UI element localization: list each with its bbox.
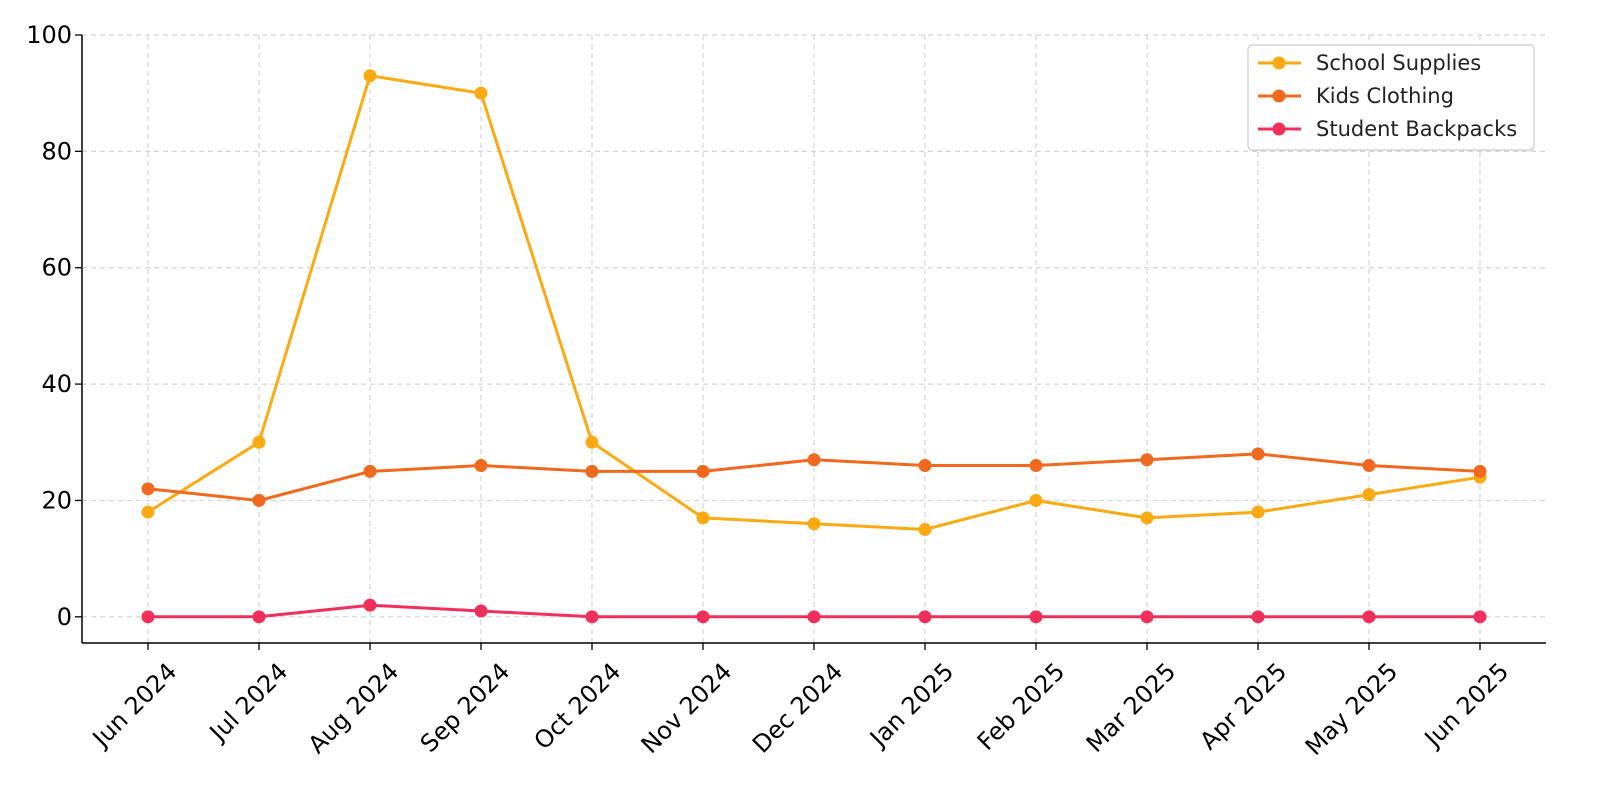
x-tick-label: Mar 2025	[1081, 657, 1181, 757]
data-point	[696, 610, 710, 624]
data-point	[1251, 447, 1265, 461]
data-point	[1029, 459, 1043, 473]
series-student-backpacks	[141, 598, 1487, 624]
legend-item: School Supplies	[1258, 51, 1481, 75]
data-point	[474, 86, 488, 100]
x-tick-label: Sep 2024	[415, 657, 515, 757]
data-point	[585, 464, 599, 478]
data-point	[1362, 488, 1376, 502]
data-point	[1140, 453, 1154, 467]
data-point	[1362, 610, 1376, 624]
legend-label: School Supplies	[1316, 51, 1481, 75]
data-point	[1029, 610, 1043, 624]
legend-marker	[1272, 56, 1286, 70]
y-tick-label: 80	[41, 137, 72, 165]
data-point	[252, 610, 266, 624]
series-lines	[141, 69, 1487, 624]
legend-marker	[1272, 89, 1286, 103]
x-tick-label: Jun 2025	[1418, 657, 1514, 753]
legend-label: Kids Clothing	[1316, 84, 1454, 108]
legend-box	[1247, 44, 1535, 151]
x-tick-label: Jul 2024	[203, 657, 293, 747]
data-point	[1362, 459, 1376, 473]
x-tick-label: Feb 2025	[972, 657, 1070, 755]
x-tick-label: Dec 2024	[747, 657, 848, 758]
data-point	[807, 453, 821, 467]
x-tick-label: Oct 2024	[529, 657, 627, 755]
legend: School Supplies Kids Clothing Student Back…	[1247, 44, 1535, 151]
data-point	[1251, 610, 1265, 624]
y-tick-label: 40	[41, 370, 72, 398]
data-point	[141, 482, 155, 496]
data-point	[1029, 493, 1043, 507]
data-point	[807, 517, 821, 531]
data-point	[918, 610, 932, 624]
data-point	[363, 464, 377, 478]
data-point	[696, 464, 710, 478]
data-point	[807, 610, 821, 624]
data-point	[252, 493, 266, 507]
y-tick-label: 100	[26, 21, 72, 49]
x-tick-label: Aug 2024	[303, 657, 405, 759]
data-point	[1140, 511, 1154, 525]
data-point	[918, 459, 932, 473]
legend-item: Student Backpacks	[1258, 117, 1517, 141]
data-point	[918, 523, 932, 537]
data-point	[1251, 505, 1265, 519]
data-point	[585, 610, 599, 624]
series-kids-clothing	[141, 447, 1487, 507]
y-tick-label: 0	[57, 603, 72, 631]
grid	[82, 34, 1546, 643]
data-point	[696, 511, 710, 525]
data-point	[1473, 610, 1487, 624]
data-point	[474, 459, 488, 473]
data-point	[363, 598, 377, 612]
data-point	[141, 610, 155, 624]
data-point	[363, 69, 377, 83]
series-school-supplies	[141, 69, 1487, 537]
y-tick-label: 20	[41, 486, 72, 514]
data-point	[585, 435, 599, 449]
legend-marker	[1272, 122, 1286, 136]
data-point	[474, 604, 488, 618]
y-tick-label: 60	[41, 254, 72, 282]
data-point	[1473, 464, 1487, 478]
x-tick-label: Jan 2025	[863, 657, 959, 753]
data-point	[1140, 610, 1154, 624]
x-tick-label: May 2025	[1300, 657, 1403, 760]
x-tick-label: Jun 2024	[86, 657, 182, 753]
x-tick-label: Nov 2024	[636, 657, 738, 759]
data-point	[252, 435, 266, 449]
data-point	[141, 505, 155, 519]
legend-item: Kids Clothing	[1258, 84, 1454, 108]
x-tick-label: Apr 2025	[1194, 657, 1292, 755]
legend-label: Student Backpacks	[1316, 117, 1517, 141]
